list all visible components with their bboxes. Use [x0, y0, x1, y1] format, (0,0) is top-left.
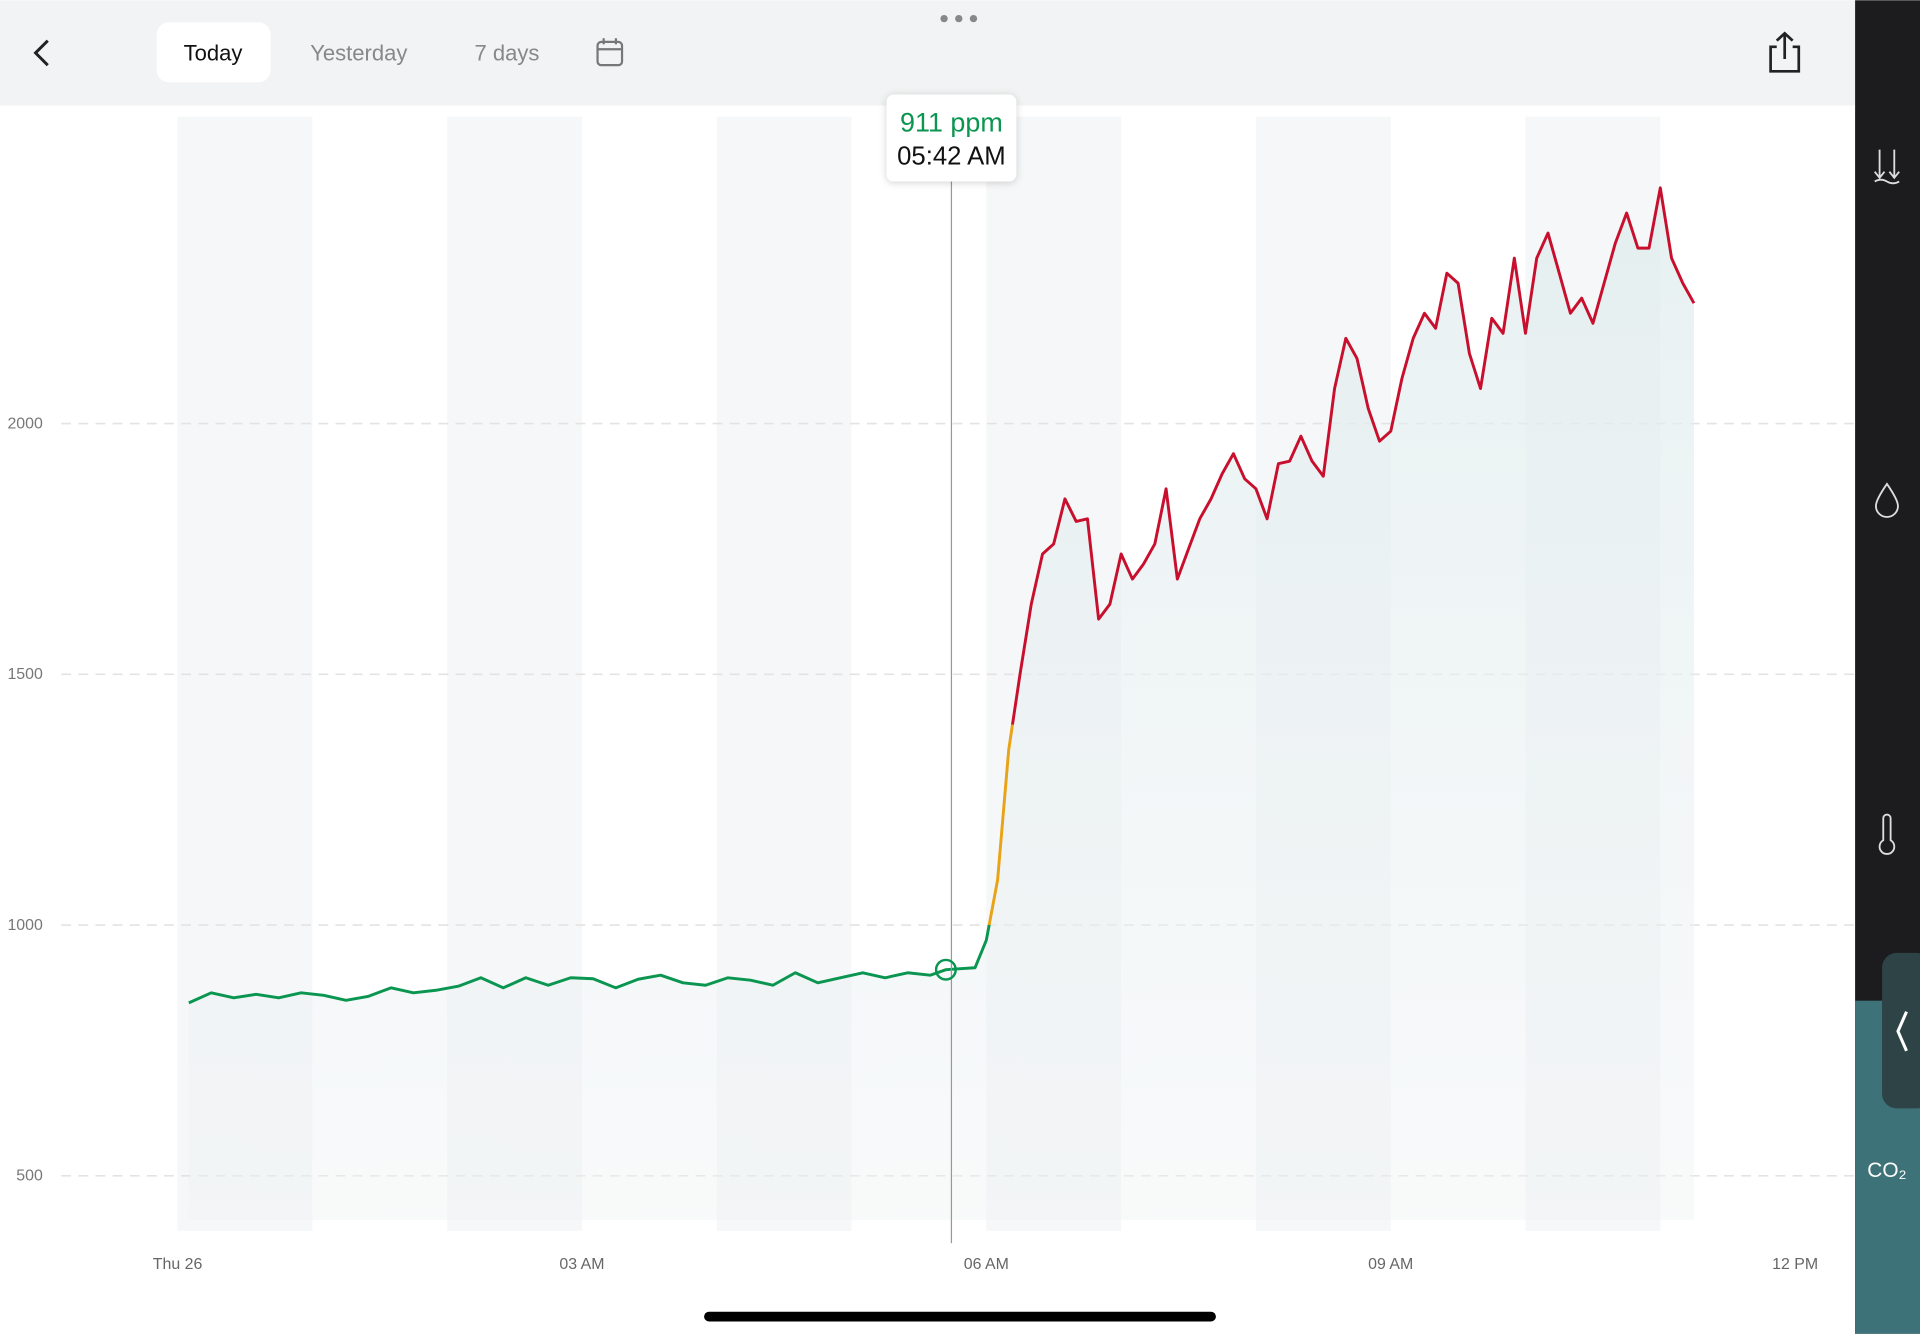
area — [188, 187, 1695, 1220]
y-tick-label: 1000 — [7, 917, 43, 934]
share-button[interactable] — [1769, 31, 1801, 73]
tab[interactable]: Yesterday — [310, 40, 407, 65]
y-tick-label: 500 — [16, 1168, 43, 1185]
calendar-button[interactable] — [596, 38, 624, 67]
home-indicator — [704, 1311, 1216, 1322]
tooltip-value: 911 ppm — [900, 107, 1003, 137]
x-tick-label: 06 AM — [964, 1256, 1009, 1273]
tooltip-time: 05:42 AM — [897, 142, 1006, 170]
x-tick-label: Thu 26 — [153, 1256, 203, 1273]
x-tick-label: 03 AM — [559, 1256, 604, 1273]
top-bar — [0, 0, 1856, 106]
x-tick-label: 12 PM — [1772, 1256, 1818, 1273]
tab-selected[interactable] — [156, 22, 271, 83]
panel-handle[interactable] — [1882, 952, 1920, 1109]
y-tick-label: 2000 — [7, 416, 43, 433]
tab[interactable]: 7 days — [474, 40, 539, 65]
panel-handle-arrow[interactable] — [1896, 1011, 1908, 1052]
x-tick-label: 09 AM — [1368, 1256, 1413, 1273]
tooltip — [886, 94, 1017, 182]
handle-dot — [955, 14, 963, 23]
y-tick-label: 1500 — [7, 666, 43, 683]
selected-point — [934, 958, 957, 981]
handle-dot — [940, 14, 948, 23]
back-button[interactable] — [33, 39, 49, 67]
line — [188, 186, 1696, 1005]
sidebar-label[interactable]: CO₂ — [1867, 1159, 1906, 1182]
tab[interactable]: Today — [184, 40, 243, 65]
sidebar-icons[interactable] — [1873, 149, 1900, 855]
handle-dot — [969, 14, 978, 23]
